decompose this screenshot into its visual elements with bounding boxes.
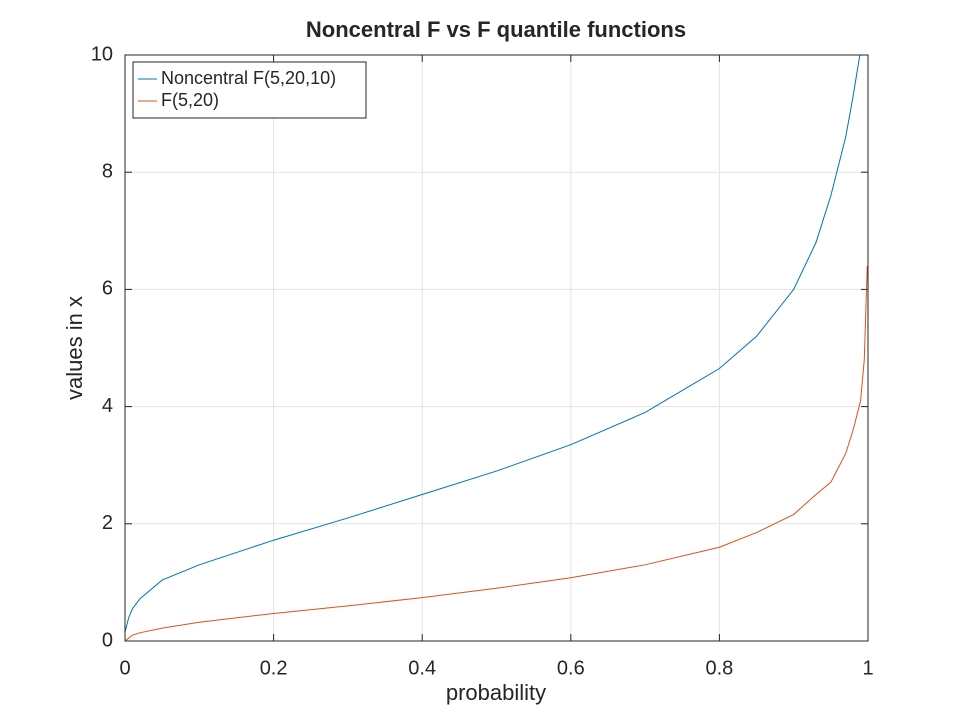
x-tick-label: 0 (119, 657, 130, 679)
axes-box (124, 54, 869, 642)
y-axis-label: values in x (62, 296, 87, 400)
x-tick-label: 1 (862, 657, 873, 679)
x-tick-label: 0.6 (557, 657, 585, 679)
x-tick-label: 0.2 (260, 657, 288, 679)
line-series (125, 265, 868, 641)
y-tick-label: 0 (102, 629, 113, 651)
x-tick-label: 0.8 (705, 657, 733, 679)
y-tick-label: 10 (91, 43, 113, 65)
x-axis-label: probability (446, 680, 546, 705)
chart-title: Noncentral F vs F quantile functions (306, 17, 686, 42)
line-series (125, 55, 861, 633)
y-tick-label: 6 (102, 278, 113, 300)
y-tick-label: 2 (102, 512, 113, 534)
legend-label: F(5,20) (161, 90, 219, 110)
legend-label: Noncentral F(5,20,10) (161, 68, 336, 88)
x-tick-label: 0.4 (408, 657, 436, 679)
y-tick-label: 8 (102, 160, 113, 182)
legend-box (132, 61, 367, 119)
y-tick-label: 4 (102, 395, 113, 417)
